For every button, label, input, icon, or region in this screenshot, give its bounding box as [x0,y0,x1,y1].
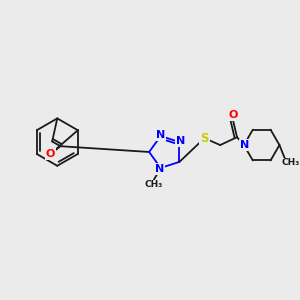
Text: N: N [156,130,165,140]
Text: N: N [240,140,250,150]
Text: O: O [228,110,238,120]
Text: N: N [155,164,164,174]
Text: S: S [200,132,209,145]
Text: O: O [46,149,55,159]
Text: CH₃: CH₃ [281,158,299,167]
Text: N: N [176,136,185,146]
Text: CH₃: CH₃ [145,180,163,189]
